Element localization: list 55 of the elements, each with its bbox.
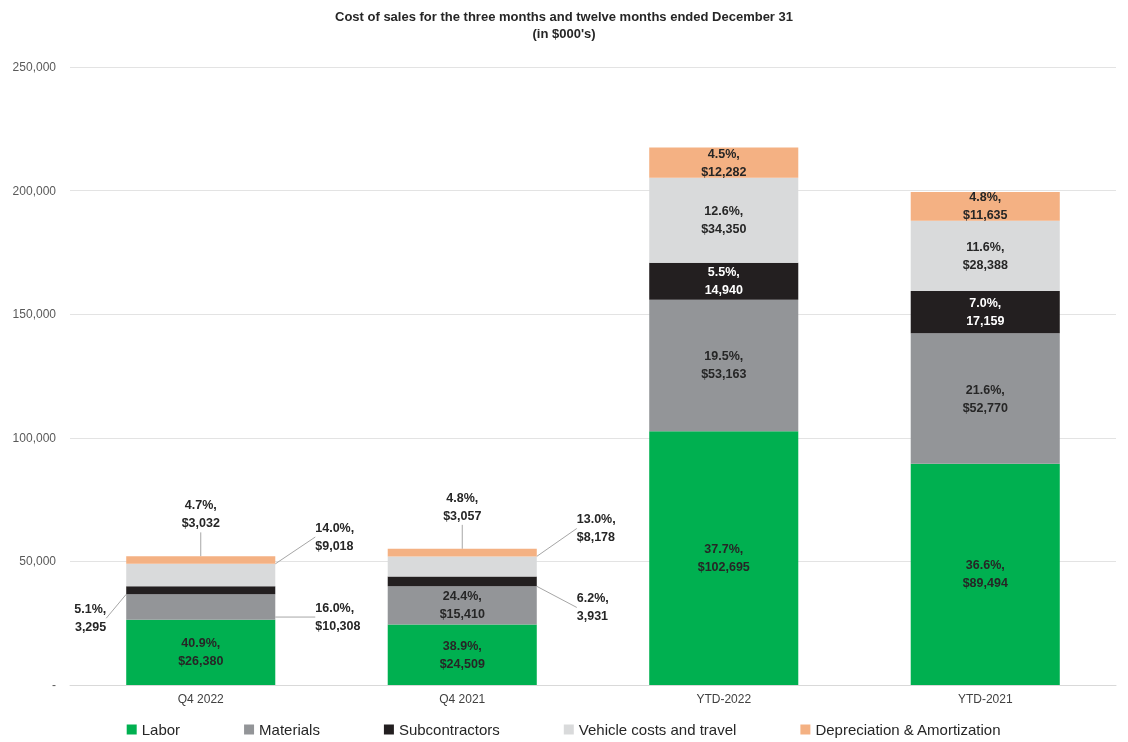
bar <box>910 220 1060 291</box>
data-label: 21.6%, $52,770 <box>962 382 1008 415</box>
bar <box>649 147 799 178</box>
bar <box>649 299 799 432</box>
chart-title: Cost of sales for the three months and twelve months ended December 31 <box>335 9 793 24</box>
data-label: 7.0%, 17,159 <box>966 296 1005 329</box>
legend-label: Materials <box>259 721 320 738</box>
data-label: 40.9%, $26,380 <box>178 636 224 669</box>
y-tick-label: 250,000 <box>12 60 57 74</box>
legend-label: Depreciation & Amortization <box>815 721 1001 738</box>
data-label: 4.8%, $11,635 <box>963 190 1008 223</box>
data-label: 4.5%, $12,282 <box>701 146 747 179</box>
data-label: 4.8%, $3,057 <box>443 490 482 523</box>
x-tick-label: YTD-2021 <box>957 692 1013 706</box>
data-label: 14.0%, $9,018 <box>315 521 355 554</box>
bar <box>910 191 1060 221</box>
data-label: 36.6%, $89,494 <box>962 558 1008 591</box>
bar <box>387 548 537 557</box>
bar <box>387 624 537 685</box>
bar <box>126 619 276 685</box>
bar <box>910 463 1060 685</box>
data-label: 24.4%, $15,410 <box>439 589 485 622</box>
chart-subtitle: (in $000's) <box>532 26 596 41</box>
bar <box>387 586 537 625</box>
bar <box>910 290 1060 334</box>
bar <box>126 556 276 564</box>
data-label: 37.7%, $102,695 <box>697 542 750 575</box>
data-label: 19.5%, $53,163 <box>701 349 747 382</box>
data-label: 6.2%, 3,931 <box>576 591 609 624</box>
legend-label: Subcontractors <box>398 721 500 738</box>
bar <box>910 333 1060 464</box>
y-tick-label: 50,000 <box>19 554 57 569</box>
data-label: 13.0%, $8,178 <box>576 512 616 545</box>
x-tick-label: YTD-2022 <box>696 692 752 706</box>
y-tick-label: 100,000 <box>12 430 57 445</box>
legend-label: Labor <box>141 721 181 738</box>
legend-label: Vehicle costs and travel <box>578 721 737 738</box>
data-label: 16.0%, $10,308 <box>315 601 361 634</box>
x-tick-label: Q4 2021 <box>439 692 486 706</box>
data-label: 5.1%, 3,295 <box>74 602 107 635</box>
bar <box>649 262 799 300</box>
bar <box>126 594 276 620</box>
data-label: 5.5%, 14,940 <box>704 265 743 298</box>
data-label: 12.6%, $34,350 <box>701 204 747 237</box>
y-tick-label: 150,000 <box>12 307 57 322</box>
bar <box>387 576 537 587</box>
bar <box>649 431 799 685</box>
data-label: 4.7%, $3,032 <box>181 498 220 531</box>
y-tick-label: - <box>52 678 56 692</box>
bar <box>126 586 276 595</box>
data-label: 11.6%, $28,388 <box>962 239 1008 272</box>
data-label: 38.9%, $24,509 <box>439 638 485 671</box>
bar <box>126 563 276 587</box>
y-tick-label: 200,000 <box>12 183 57 198</box>
x-tick-label: Q4 2022 <box>177 692 225 706</box>
